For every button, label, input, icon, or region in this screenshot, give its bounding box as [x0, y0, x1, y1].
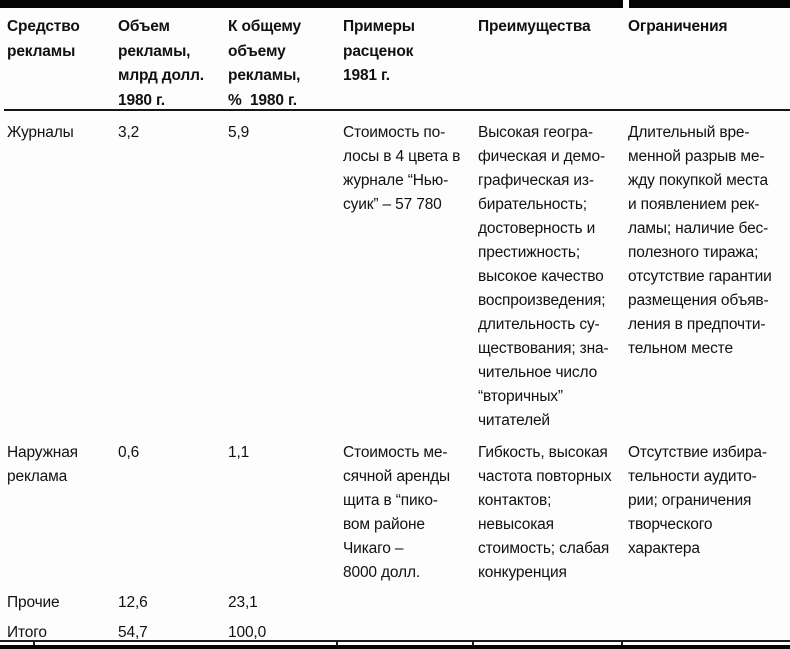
table-bottom-thick-rule [0, 645, 790, 649]
cell-other-share: 23,1 [228, 594, 258, 611]
cell-total-limitations [628, 620, 790, 641]
cell-magazines-limitations: Длительный вре- менной разрыв ме- жду по… [628, 124, 772, 357]
cell-other-medium: Прочие [7, 594, 60, 611]
bottom-column-tick [472, 641, 474, 647]
cell-total-volume: 54,7 [118, 624, 148, 641]
cell-other-advantages [478, 590, 628, 620]
header-separator-rule [4, 109, 790, 111]
cell-other-volume: 12,6 [118, 594, 148, 611]
advertising-media-table: Средство рекламы Объем рекламы, млрд дол… [7, 8, 790, 641]
cell-outdoor-volume: 0,6 [118, 444, 140, 461]
column-header-rates-1981: Примеры расценок 1981 г. [343, 18, 415, 84]
cell-total-medium: Итого [7, 624, 47, 641]
table-bottom-thin-rule [0, 640, 790, 642]
cell-magazines-share: 5,9 [228, 124, 250, 141]
column-header-limitations: Ограничения [628, 18, 728, 35]
table-top-border [0, 0, 790, 8]
column-header-share-pct-1980: К общему объему рекламы, % 1980 г. [228, 18, 301, 109]
cell-outdoor-limitations: Отсутствие избира- тельности аудито- рии… [628, 444, 767, 557]
cell-outdoor-medium: Наружная реклама [7, 444, 78, 485]
column-header-advantages: Преимущества [478, 18, 591, 35]
cell-total-advantages [478, 620, 628, 641]
column-header-medium: Средство рекламы [7, 18, 80, 60]
cell-outdoor-share: 1,1 [228, 444, 250, 461]
bottom-column-tick [33, 641, 35, 647]
cell-outdoor-advantages: Гибкость, высокая частота повторных конт… [478, 444, 612, 581]
cell-total-rates [343, 620, 478, 641]
cell-other-rates [343, 590, 478, 620]
cell-magazines-medium: Журналы [7, 124, 74, 141]
cell-outdoor-rates: Стоимость ме- сячной аренды щита в “пико… [343, 444, 451, 581]
top-border-scan-gap [623, 0, 629, 8]
cell-total-share: 100,0 [228, 624, 267, 641]
cell-other-limitations [628, 590, 790, 620]
cell-magazines-rates: Стоимость по- лосы в 4 цвета в журнале “… [343, 124, 461, 213]
bottom-column-tick [621, 641, 623, 647]
cell-magazines-advantages: Высокая геогра- фическая и демо- графиче… [478, 124, 609, 429]
cell-magazines-volume: 3,2 [118, 124, 140, 141]
bottom-column-tick [336, 641, 338, 647]
column-header-volume-1980: Объем рекламы, млрд долл. 1980 г. [118, 18, 204, 109]
